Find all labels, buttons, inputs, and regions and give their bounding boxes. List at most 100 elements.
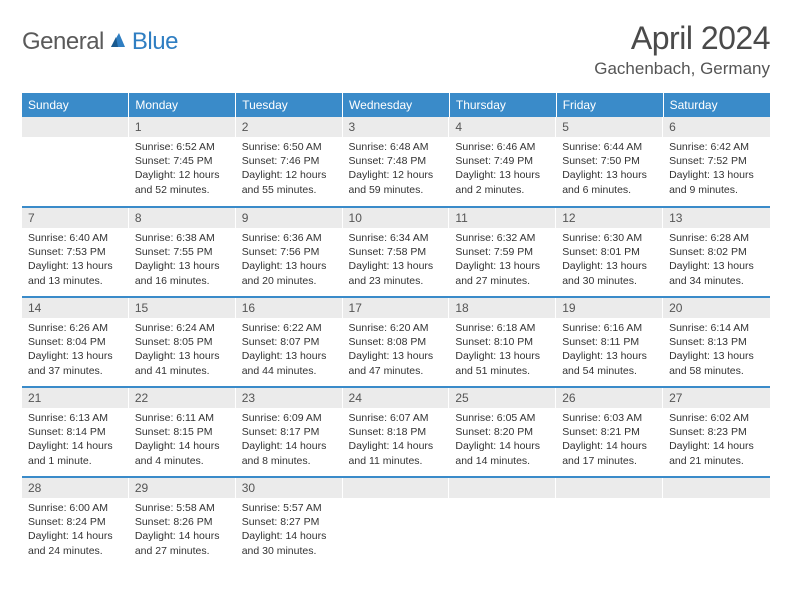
day-number: 2 — [236, 117, 343, 137]
logo-sail-icon — [108, 30, 128, 55]
calendar-day: 11Sunrise: 6:32 AMSunset: 7:59 PMDayligh… — [449, 207, 556, 297]
logo: General Blue — [22, 28, 178, 56]
day-details: Sunrise: 6:03 AMSunset: 8:21 PMDaylight:… — [556, 408, 663, 471]
calendar-day: 19Sunrise: 6:16 AMSunset: 8:11 PMDayligh… — [556, 297, 663, 387]
weekday-header: Friday — [556, 93, 663, 117]
calendar-day: 9Sunrise: 6:36 AMSunset: 7:56 PMDaylight… — [236, 207, 343, 297]
day-details: Sunrise: 6:24 AMSunset: 8:05 PMDaylight:… — [129, 318, 236, 381]
day-number: 3 — [343, 117, 450, 137]
logo-text-1: General — [22, 28, 104, 56]
day-details: Sunrise: 6:05 AMSunset: 8:20 PMDaylight:… — [449, 408, 556, 471]
day-number-bar — [663, 478, 770, 498]
day-details: Sunrise: 5:57 AMSunset: 8:27 PMDaylight:… — [236, 498, 343, 561]
day-details: Sunrise: 6:38 AMSunset: 7:55 PMDaylight:… — [129, 228, 236, 291]
day-number: 11 — [449, 208, 556, 228]
weekday-header: Saturday — [663, 93, 770, 117]
weekday-header: Monday — [129, 93, 236, 117]
calendar-day — [449, 477, 556, 567]
day-details: Sunrise: 6:11 AMSunset: 8:15 PMDaylight:… — [129, 408, 236, 471]
calendar-day: 27Sunrise: 6:02 AMSunset: 8:23 PMDayligh… — [663, 387, 770, 477]
calendar-day: 26Sunrise: 6:03 AMSunset: 8:21 PMDayligh… — [556, 387, 663, 477]
day-number-bar — [449, 478, 556, 498]
calendar-day: 2Sunrise: 6:50 AMSunset: 7:46 PMDaylight… — [236, 117, 343, 207]
location: Gachenbach, Germany — [594, 59, 770, 79]
calendar-day: 21Sunrise: 6:13 AMSunset: 8:14 PMDayligh… — [22, 387, 129, 477]
day-number: 24 — [343, 388, 450, 408]
day-details: Sunrise: 6:13 AMSunset: 8:14 PMDaylight:… — [22, 408, 129, 471]
calendar-day: 17Sunrise: 6:20 AMSunset: 8:08 PMDayligh… — [343, 297, 450, 387]
calendar-day: 13Sunrise: 6:28 AMSunset: 8:02 PMDayligh… — [663, 207, 770, 297]
day-number: 9 — [236, 208, 343, 228]
calendar-day — [343, 477, 450, 567]
day-number: 12 — [556, 208, 663, 228]
day-number: 5 — [556, 117, 663, 137]
calendar-day: 18Sunrise: 6:18 AMSunset: 8:10 PMDayligh… — [449, 297, 556, 387]
calendar-day: 3Sunrise: 6:48 AMSunset: 7:48 PMDaylight… — [343, 117, 450, 207]
day-number-bar — [556, 478, 663, 498]
day-number: 26 — [556, 388, 663, 408]
day-number: 8 — [129, 208, 236, 228]
day-details: Sunrise: 6:20 AMSunset: 8:08 PMDaylight:… — [343, 318, 450, 381]
calendar-day: 4Sunrise: 6:46 AMSunset: 7:49 PMDaylight… — [449, 117, 556, 207]
logo-text-2: Blue — [132, 28, 178, 56]
calendar-day: 1Sunrise: 6:52 AMSunset: 7:45 PMDaylight… — [129, 117, 236, 207]
weekday-header: Tuesday — [236, 93, 343, 117]
day-details: Sunrise: 6:18 AMSunset: 8:10 PMDaylight:… — [449, 318, 556, 381]
day-number: 21 — [22, 388, 129, 408]
calendar-day: 10Sunrise: 6:34 AMSunset: 7:58 PMDayligh… — [343, 207, 450, 297]
day-details: Sunrise: 6:44 AMSunset: 7:50 PMDaylight:… — [556, 137, 663, 200]
day-number-bar — [22, 117, 129, 137]
day-details: Sunrise: 6:52 AMSunset: 7:45 PMDaylight:… — [129, 137, 236, 200]
title-block: April 2024 Gachenbach, Germany — [594, 20, 770, 79]
day-details: Sunrise: 6:02 AMSunset: 8:23 PMDaylight:… — [663, 408, 770, 471]
calendar-day: 23Sunrise: 6:09 AMSunset: 8:17 PMDayligh… — [236, 387, 343, 477]
day-number: 30 — [236, 478, 343, 498]
day-number: 6 — [663, 117, 770, 137]
calendar-week: 21Sunrise: 6:13 AMSunset: 8:14 PMDayligh… — [22, 387, 770, 477]
calendar-day: 24Sunrise: 6:07 AMSunset: 8:18 PMDayligh… — [343, 387, 450, 477]
day-number: 14 — [22, 298, 129, 318]
day-details: Sunrise: 6:40 AMSunset: 7:53 PMDaylight:… — [22, 228, 129, 291]
day-number: 4 — [449, 117, 556, 137]
calendar-day: 20Sunrise: 6:14 AMSunset: 8:13 PMDayligh… — [663, 297, 770, 387]
calendar-day: 22Sunrise: 6:11 AMSunset: 8:15 PMDayligh… — [129, 387, 236, 477]
calendar-week: 7Sunrise: 6:40 AMSunset: 7:53 PMDaylight… — [22, 207, 770, 297]
day-details: Sunrise: 6:26 AMSunset: 8:04 PMDaylight:… — [22, 318, 129, 381]
calendar-week: 1Sunrise: 6:52 AMSunset: 7:45 PMDaylight… — [22, 117, 770, 207]
day-details: Sunrise: 6:16 AMSunset: 8:11 PMDaylight:… — [556, 318, 663, 381]
calendar-day: 7Sunrise: 6:40 AMSunset: 7:53 PMDaylight… — [22, 207, 129, 297]
day-details: Sunrise: 6:07 AMSunset: 8:18 PMDaylight:… — [343, 408, 450, 471]
day-number: 13 — [663, 208, 770, 228]
day-number: 15 — [129, 298, 236, 318]
day-details: Sunrise: 6:46 AMSunset: 7:49 PMDaylight:… — [449, 137, 556, 200]
day-number: 17 — [343, 298, 450, 318]
weekday-header: Sunday — [22, 93, 129, 117]
day-details: Sunrise: 6:48 AMSunset: 7:48 PMDaylight:… — [343, 137, 450, 200]
day-details: Sunrise: 5:58 AMSunset: 8:26 PMDaylight:… — [129, 498, 236, 561]
day-number: 25 — [449, 388, 556, 408]
day-number: 10 — [343, 208, 450, 228]
calendar-day: 28Sunrise: 6:00 AMSunset: 8:24 PMDayligh… — [22, 477, 129, 567]
calendar-day: 30Sunrise: 5:57 AMSunset: 8:27 PMDayligh… — [236, 477, 343, 567]
header: General Blue April 2024 Gachenbach, Germ… — [22, 20, 770, 79]
day-details: Sunrise: 6:00 AMSunset: 8:24 PMDaylight:… — [22, 498, 129, 561]
day-details: Sunrise: 6:50 AMSunset: 7:46 PMDaylight:… — [236, 137, 343, 200]
day-details: Sunrise: 6:30 AMSunset: 8:01 PMDaylight:… — [556, 228, 663, 291]
calendar-day: 14Sunrise: 6:26 AMSunset: 8:04 PMDayligh… — [22, 297, 129, 387]
day-details: Sunrise: 6:42 AMSunset: 7:52 PMDaylight:… — [663, 137, 770, 200]
weekday-header: Thursday — [449, 93, 556, 117]
day-number: 18 — [449, 298, 556, 318]
calendar-day: 16Sunrise: 6:22 AMSunset: 8:07 PMDayligh… — [236, 297, 343, 387]
calendar-head: SundayMondayTuesdayWednesdayThursdayFrid… — [22, 93, 770, 117]
day-details: Sunrise: 6:09 AMSunset: 8:17 PMDaylight:… — [236, 408, 343, 471]
calendar-day: 29Sunrise: 5:58 AMSunset: 8:26 PMDayligh… — [129, 477, 236, 567]
day-details: Sunrise: 6:34 AMSunset: 7:58 PMDaylight:… — [343, 228, 450, 291]
day-number: 20 — [663, 298, 770, 318]
calendar-day — [663, 477, 770, 567]
day-number: 27 — [663, 388, 770, 408]
day-details: Sunrise: 6:28 AMSunset: 8:02 PMDaylight:… — [663, 228, 770, 291]
day-number: 7 — [22, 208, 129, 228]
calendar-day: 8Sunrise: 6:38 AMSunset: 7:55 PMDaylight… — [129, 207, 236, 297]
calendar-week: 14Sunrise: 6:26 AMSunset: 8:04 PMDayligh… — [22, 297, 770, 387]
calendar-day: 12Sunrise: 6:30 AMSunset: 8:01 PMDayligh… — [556, 207, 663, 297]
